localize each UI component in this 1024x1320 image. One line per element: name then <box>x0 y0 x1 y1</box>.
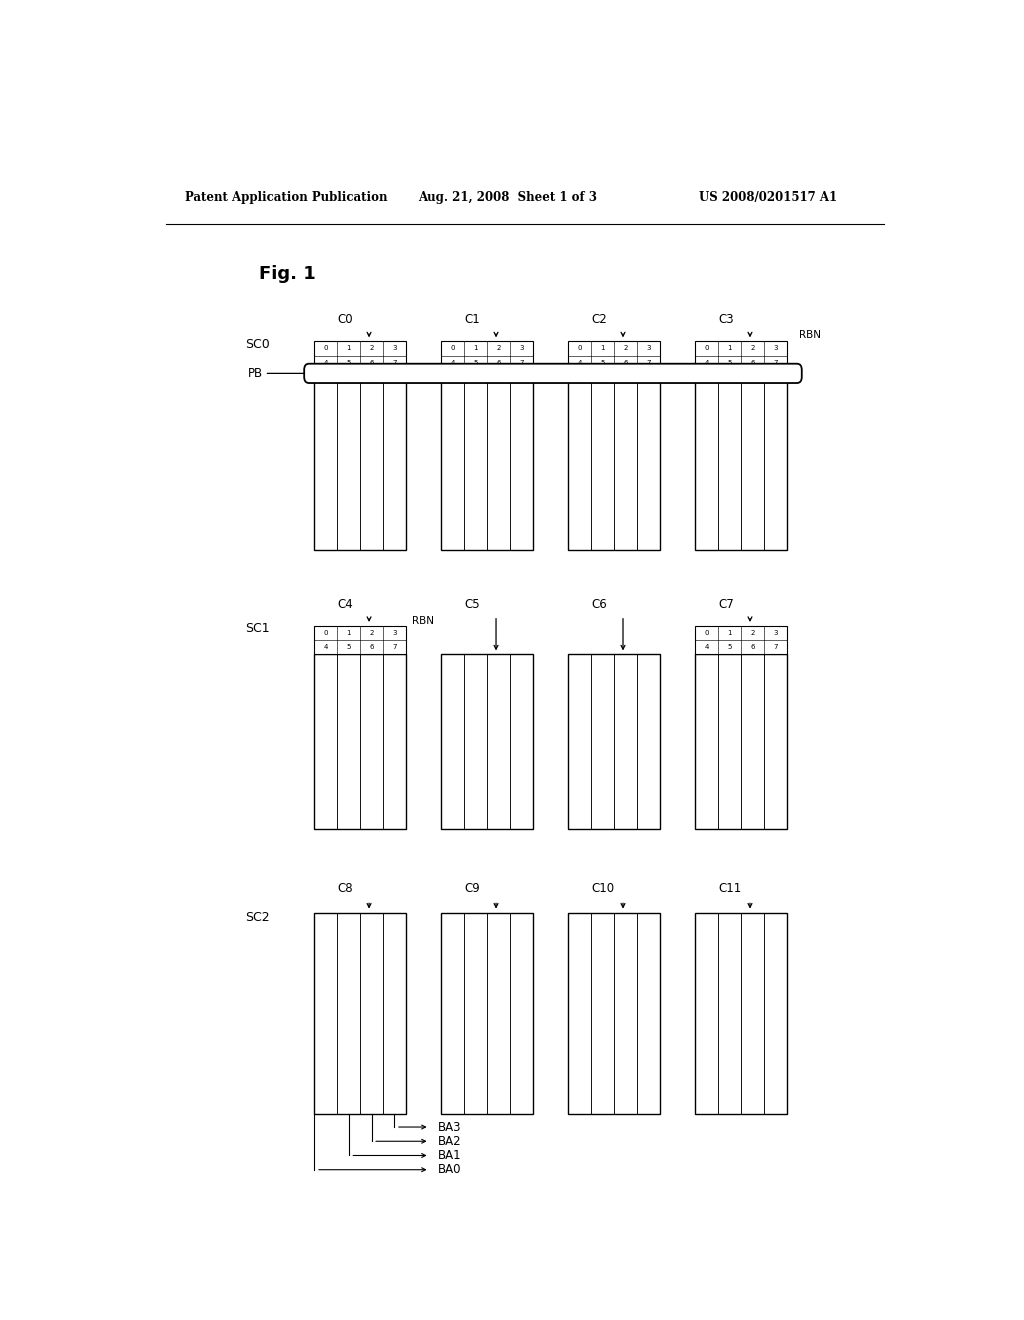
Text: 3: 3 <box>773 346 777 351</box>
Bar <box>568 655 659 829</box>
Text: 5: 5 <box>600 359 605 366</box>
Text: 5: 5 <box>727 644 732 651</box>
Bar <box>441 342 532 370</box>
Text: C5: C5 <box>464 598 480 611</box>
Text: 2: 2 <box>624 346 628 351</box>
Text: 3: 3 <box>392 346 396 351</box>
Text: 4: 4 <box>705 359 709 366</box>
Text: 4: 4 <box>578 359 582 366</box>
Text: 5: 5 <box>473 359 478 366</box>
Text: 4: 4 <box>705 644 709 651</box>
Text: 0: 0 <box>578 346 582 351</box>
Text: 5: 5 <box>346 644 351 651</box>
Text: 6: 6 <box>751 644 755 651</box>
Bar <box>695 342 786 370</box>
Text: 3: 3 <box>519 346 523 351</box>
Text: 6: 6 <box>624 359 628 366</box>
Text: C8: C8 <box>337 882 353 895</box>
Text: 6: 6 <box>497 359 501 366</box>
Bar <box>314 626 406 655</box>
Bar <box>314 378 406 549</box>
Text: C9: C9 <box>464 882 480 895</box>
Text: C1: C1 <box>464 313 480 326</box>
Text: Fig. 1: Fig. 1 <box>259 265 315 282</box>
Text: 2: 2 <box>751 630 755 636</box>
Text: C3: C3 <box>718 313 734 326</box>
Text: 1: 1 <box>727 346 732 351</box>
Text: Aug. 21, 2008  Sheet 1 of 3: Aug. 21, 2008 Sheet 1 of 3 <box>418 191 597 203</box>
Bar <box>441 378 532 549</box>
Text: 2: 2 <box>751 346 755 351</box>
Text: 0: 0 <box>324 630 328 636</box>
Text: 1: 1 <box>346 346 351 351</box>
Text: US 2008/0201517 A1: US 2008/0201517 A1 <box>699 191 838 203</box>
Text: C11: C11 <box>718 882 741 895</box>
Text: C6: C6 <box>591 598 607 611</box>
Text: 7: 7 <box>773 644 777 651</box>
Text: 5: 5 <box>727 359 732 366</box>
Text: C0: C0 <box>337 313 353 326</box>
Bar <box>314 912 406 1114</box>
Text: 1: 1 <box>473 346 478 351</box>
Text: BA3: BA3 <box>437 1121 461 1134</box>
Text: C4: C4 <box>337 598 353 611</box>
Text: 4: 4 <box>451 359 455 366</box>
Bar <box>314 342 406 370</box>
Text: PB: PB <box>248 367 263 380</box>
FancyBboxPatch shape <box>304 364 802 383</box>
Text: 1: 1 <box>600 346 605 351</box>
Text: 7: 7 <box>773 359 777 366</box>
Text: C7: C7 <box>718 598 734 611</box>
Bar <box>695 378 786 549</box>
Text: 6: 6 <box>751 359 755 366</box>
Bar <box>441 655 532 829</box>
Text: BA2: BA2 <box>437 1135 461 1148</box>
Text: 1: 1 <box>727 630 732 636</box>
Text: 4: 4 <box>324 359 328 366</box>
Text: 7: 7 <box>392 644 396 651</box>
Text: 3: 3 <box>646 346 650 351</box>
Text: SC2: SC2 <box>246 911 270 924</box>
Text: 2: 2 <box>370 630 374 636</box>
Bar <box>695 655 786 829</box>
Bar <box>314 655 406 829</box>
Text: 6: 6 <box>370 359 374 366</box>
Text: 0: 0 <box>451 346 455 351</box>
Text: 5: 5 <box>346 359 351 366</box>
Bar <box>695 912 786 1114</box>
Text: RBN: RBN <box>799 330 820 341</box>
Text: 7: 7 <box>646 359 650 366</box>
Text: 2: 2 <box>497 346 501 351</box>
Text: BA1: BA1 <box>437 1148 461 1162</box>
Text: C10: C10 <box>591 882 614 895</box>
Text: 0: 0 <box>705 346 709 351</box>
Bar <box>695 626 786 655</box>
Text: 4: 4 <box>324 644 328 651</box>
Text: 0: 0 <box>705 630 709 636</box>
Text: 3: 3 <box>392 630 396 636</box>
Text: RBN: RBN <box>412 616 434 626</box>
Text: 2: 2 <box>370 346 374 351</box>
Text: SC0: SC0 <box>246 338 270 351</box>
Bar <box>568 378 659 549</box>
Text: 1: 1 <box>346 630 351 636</box>
Text: BA0: BA0 <box>437 1163 461 1176</box>
Bar <box>441 912 532 1114</box>
Text: 7: 7 <box>392 359 396 366</box>
Bar <box>568 342 659 370</box>
Text: 6: 6 <box>370 644 374 651</box>
Text: Patent Application Publication: Patent Application Publication <box>185 191 388 203</box>
Text: 0: 0 <box>324 346 328 351</box>
Text: 7: 7 <box>519 359 523 366</box>
Text: SC1: SC1 <box>246 622 270 635</box>
Bar <box>568 912 659 1114</box>
Text: 3: 3 <box>773 630 777 636</box>
Text: C2: C2 <box>591 313 607 326</box>
